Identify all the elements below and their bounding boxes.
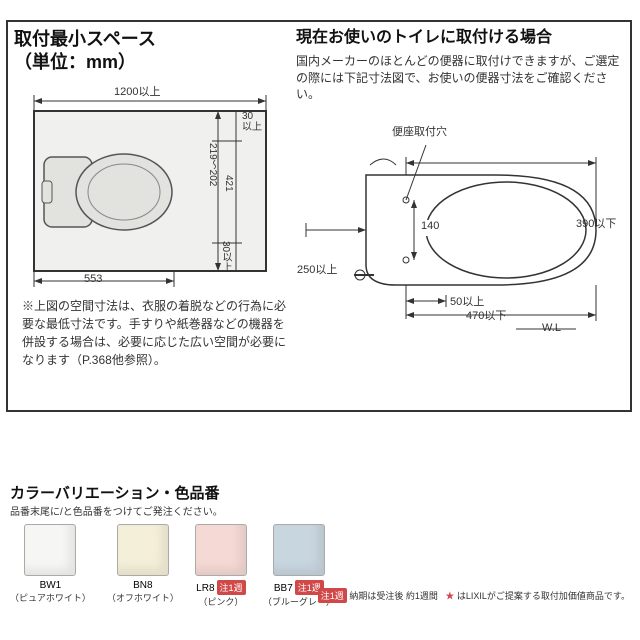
- dim-421: 421: [223, 175, 234, 192]
- left-diagram: 1200以上 553 30以上 219～202 421 30以上: [14, 83, 284, 293]
- dim-219: 219～202: [205, 143, 220, 186]
- right-title: 現在お使いのトイレに取付ける場合: [296, 28, 628, 49]
- right-diagram: 便座取付穴 140 390以下 250以上 50以上 470以下 W.L: [296, 115, 626, 335]
- right-desc: 国内メーカーのほとんどの便器に取付けできますが、ご選定の際には下記寸法図で、お使…: [296, 53, 628, 103]
- swatch-box: [117, 524, 169, 576]
- dim-470: 470以下: [466, 307, 506, 323]
- label-hole: 便座取付穴: [392, 123, 447, 139]
- footer-star: ★: [445, 591, 454, 601]
- left-column: 取付最小スペース （単位：mm）: [14, 28, 294, 369]
- swatch-code: BN8: [133, 580, 152, 591]
- left-title-line2: （単位：mm）: [14, 51, 294, 74]
- swatch-name: （オフホワイト）: [107, 591, 179, 604]
- footer-text1: 納期は受注後 約1週間: [349, 591, 438, 601]
- footer-badge: 注1週: [318, 588, 347, 603]
- swatch-name: （ピュアホワイト）: [10, 591, 91, 604]
- swatch-code: LR8注1週: [196, 580, 245, 595]
- swatch-badge: 注1週: [217, 580, 246, 595]
- footer-text2: はLIXILがご提案する取付加価値商品です。: [457, 591, 630, 601]
- spec-box: 取付最小スペース （単位：mm）: [6, 20, 632, 412]
- dim-30a: 30以上: [242, 111, 262, 133]
- dim-140: 140: [421, 220, 439, 232]
- dim-250: 250以上: [297, 261, 337, 277]
- color-title: カラーバリエーション・色品番: [10, 482, 630, 503]
- swatch-box: [273, 524, 325, 576]
- swatch-name: （ピンク）: [198, 595, 243, 608]
- swatch-BN8: BN8（オフホワイト）: [107, 524, 179, 608]
- dim-1200: 1200以上: [114, 83, 160, 99]
- right-column: 現在お使いのトイレに取付ける場合 国内メーカーのほとんどの便器に取付けできますが…: [296, 28, 628, 335]
- swatch-BW1: BW1（ピュアホワイト）: [10, 524, 91, 608]
- footer-note: 注1週 納期は受注後 約1週間 ★ はLIXILがご提案する取付加価値商品です。: [316, 588, 630, 603]
- color-sub: 品番末尾に/と色品番をつけてご発注ください。: [10, 503, 630, 518]
- swatch-code: BW1: [40, 580, 62, 591]
- dim-30b: 30以上: [218, 241, 233, 272]
- swatch-LR8: LR8注1週（ピンク）: [195, 524, 247, 608]
- label-wl: W.L: [542, 322, 561, 334]
- left-title-line1: 取付最小スペース: [14, 28, 294, 51]
- dim-553: 553: [84, 273, 102, 285]
- dim-390: 390以下: [576, 215, 616, 231]
- left-note: ※上図の空間寸法は、衣服の着脱などの行為に必要な最低寸法です。手すりや紙巻器など…: [14, 297, 294, 369]
- swatch-box: [24, 524, 76, 576]
- swatch-box: [195, 524, 247, 576]
